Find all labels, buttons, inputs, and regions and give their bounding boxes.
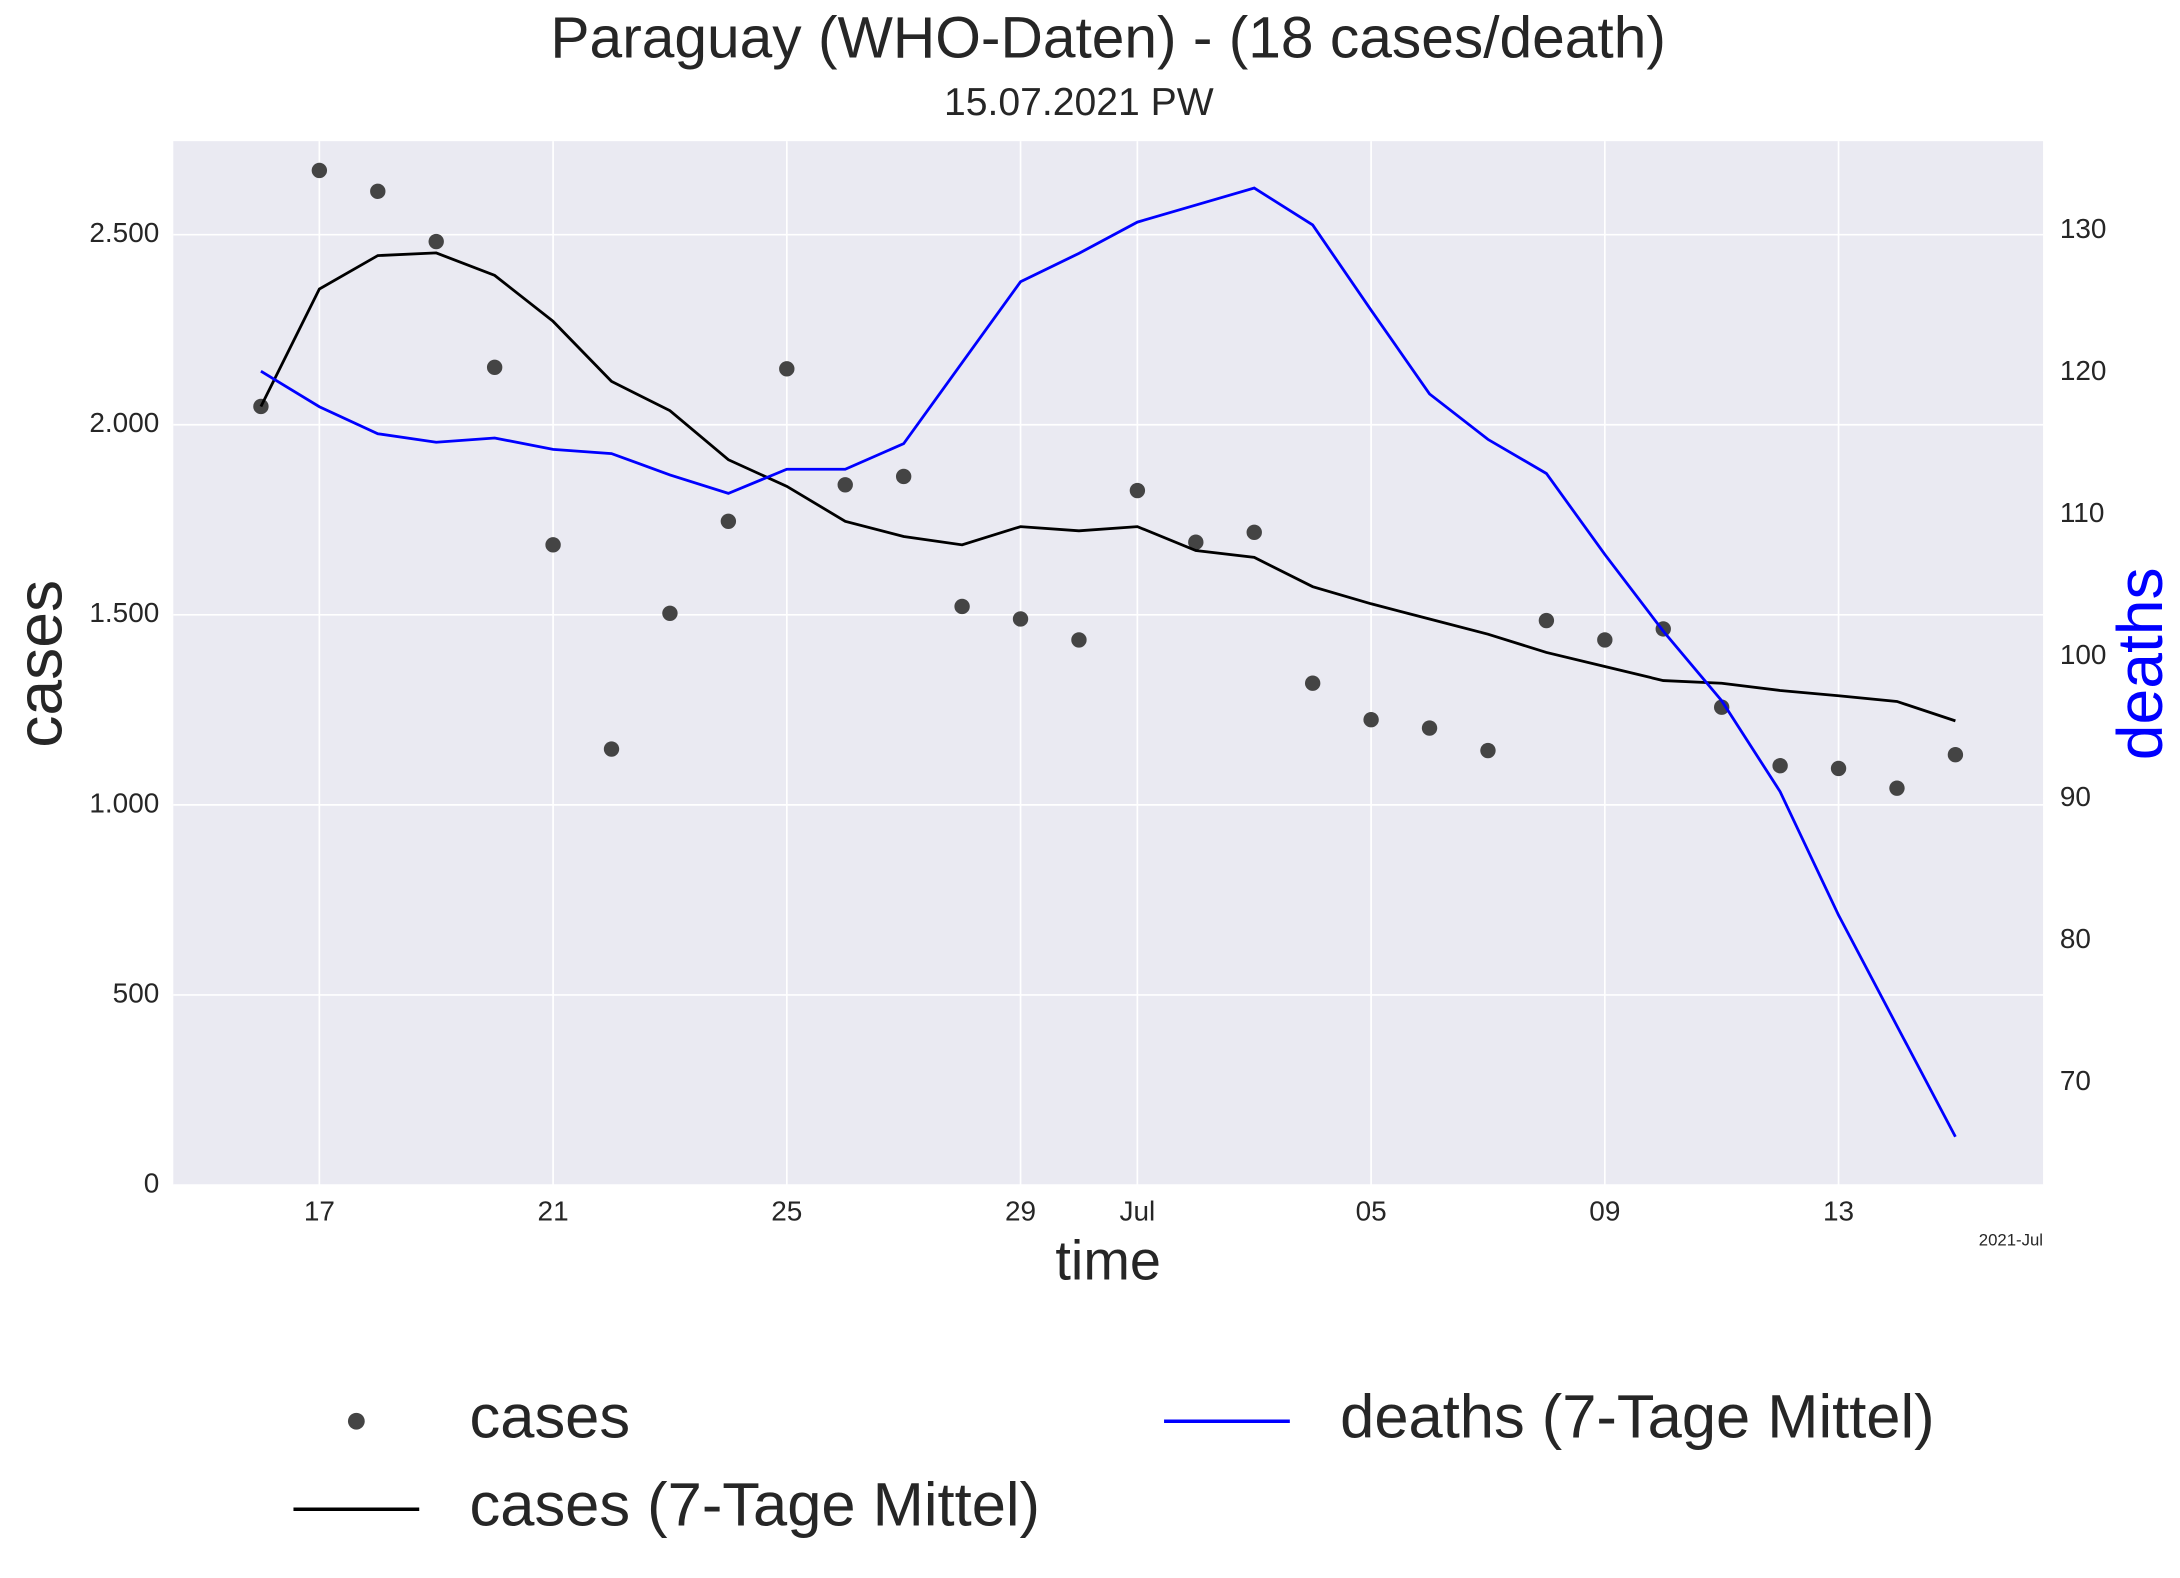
x-tick-label: 13 — [1823, 1195, 1854, 1226]
case-point — [1830, 760, 1847, 777]
y2-tick-label: 110 — [2060, 497, 2105, 528]
y2-axis-label: deaths — [2104, 567, 2176, 760]
legend-label: cases — [470, 1382, 631, 1451]
y2-tick-label: 120 — [2060, 355, 2107, 386]
x-tick-label: 17 — [304, 1195, 335, 1226]
grid: 17 21 25 29 Jul 05 09 1305001.0001.5002.0002.50… — [89, 141, 2106, 1226]
marks — [253, 162, 1964, 1138]
case-point — [1304, 675, 1321, 691]
case-point — [1129, 482, 1146, 499]
y2-tick-label: 70 — [2060, 1065, 2091, 1096]
legend-label: cases (7-Tage Mittel) — [470, 1470, 1040, 1539]
chart-title: Paraguay (WHO-Daten) - (18 cases/death) — [550, 5, 1666, 70]
x-tick-label: 25 — [771, 1195, 802, 1226]
legend: cases cases (7-Tage Mittel) deaths (7-Tage… — [293, 1382, 1935, 1539]
y-tick-label: 2.000 — [89, 407, 159, 438]
case-point — [837, 477, 853, 493]
series-line — [259, 251, 1956, 723]
case-point — [1188, 534, 1204, 550]
x-axis-label: time — [1055, 1228, 1161, 1291]
y-tick-label: 0 — [144, 1167, 160, 1198]
y-tick-label: 1.500 — [89, 597, 159, 628]
y-tick-label: 1.000 — [89, 787, 159, 818]
y2-tick-label: 100 — [2060, 639, 2107, 670]
case-point — [603, 741, 620, 757]
x-offset-label: 2021-Jul — [1979, 1230, 2043, 1249]
case-point — [1012, 611, 1029, 627]
case-point — [1713, 699, 1730, 715]
case-point — [662, 605, 678, 621]
x-tick-label: 09 — [1589, 1195, 1620, 1226]
case-point — [370, 183, 386, 200]
x-tick-label: 05 — [1356, 1195, 1387, 1226]
x-tick-label: 29 — [1005, 1195, 1036, 1226]
case-point — [895, 468, 912, 485]
case-point — [1597, 632, 1613, 648]
case-point — [954, 598, 970, 615]
case-point — [1772, 758, 1788, 774]
case-point — [779, 361, 795, 377]
case-point — [720, 513, 737, 529]
case-point — [486, 359, 503, 376]
case-point — [1889, 780, 1905, 796]
legend-marker — [347, 1412, 365, 1430]
case-point — [1363, 712, 1379, 728]
x-tick-label: 21 — [538, 1195, 569, 1226]
y-axis-label: cases — [4, 580, 76, 748]
plot-area — [173, 141, 2044, 1186]
case-point — [311, 162, 328, 179]
case-point — [428, 233, 444, 250]
y2-tick-label: 80 — [2060, 923, 2091, 954]
y-tick-label: 2.500 — [89, 217, 159, 248]
series-line — [260, 186, 1957, 1138]
case-point — [1071, 632, 1087, 648]
y2-tick-label: 90 — [2060, 781, 2091, 812]
chart-subtitle: 15.07.2021 PW — [944, 81, 1214, 124]
legend-label: deaths (7-Tage Mittel) — [1340, 1382, 1934, 1451]
y-tick-label: 500 — [113, 977, 160, 1008]
x-tick-label: Jul — [1120, 1195, 1156, 1226]
case-point — [1538, 612, 1555, 629]
case-point — [1947, 747, 1964, 763]
case-point — [1421, 720, 1438, 736]
case-point — [1480, 742, 1496, 759]
case-point — [545, 537, 561, 553]
case-point — [1246, 524, 1262, 541]
y2-tick-label: 130 — [2060, 213, 2107, 244]
